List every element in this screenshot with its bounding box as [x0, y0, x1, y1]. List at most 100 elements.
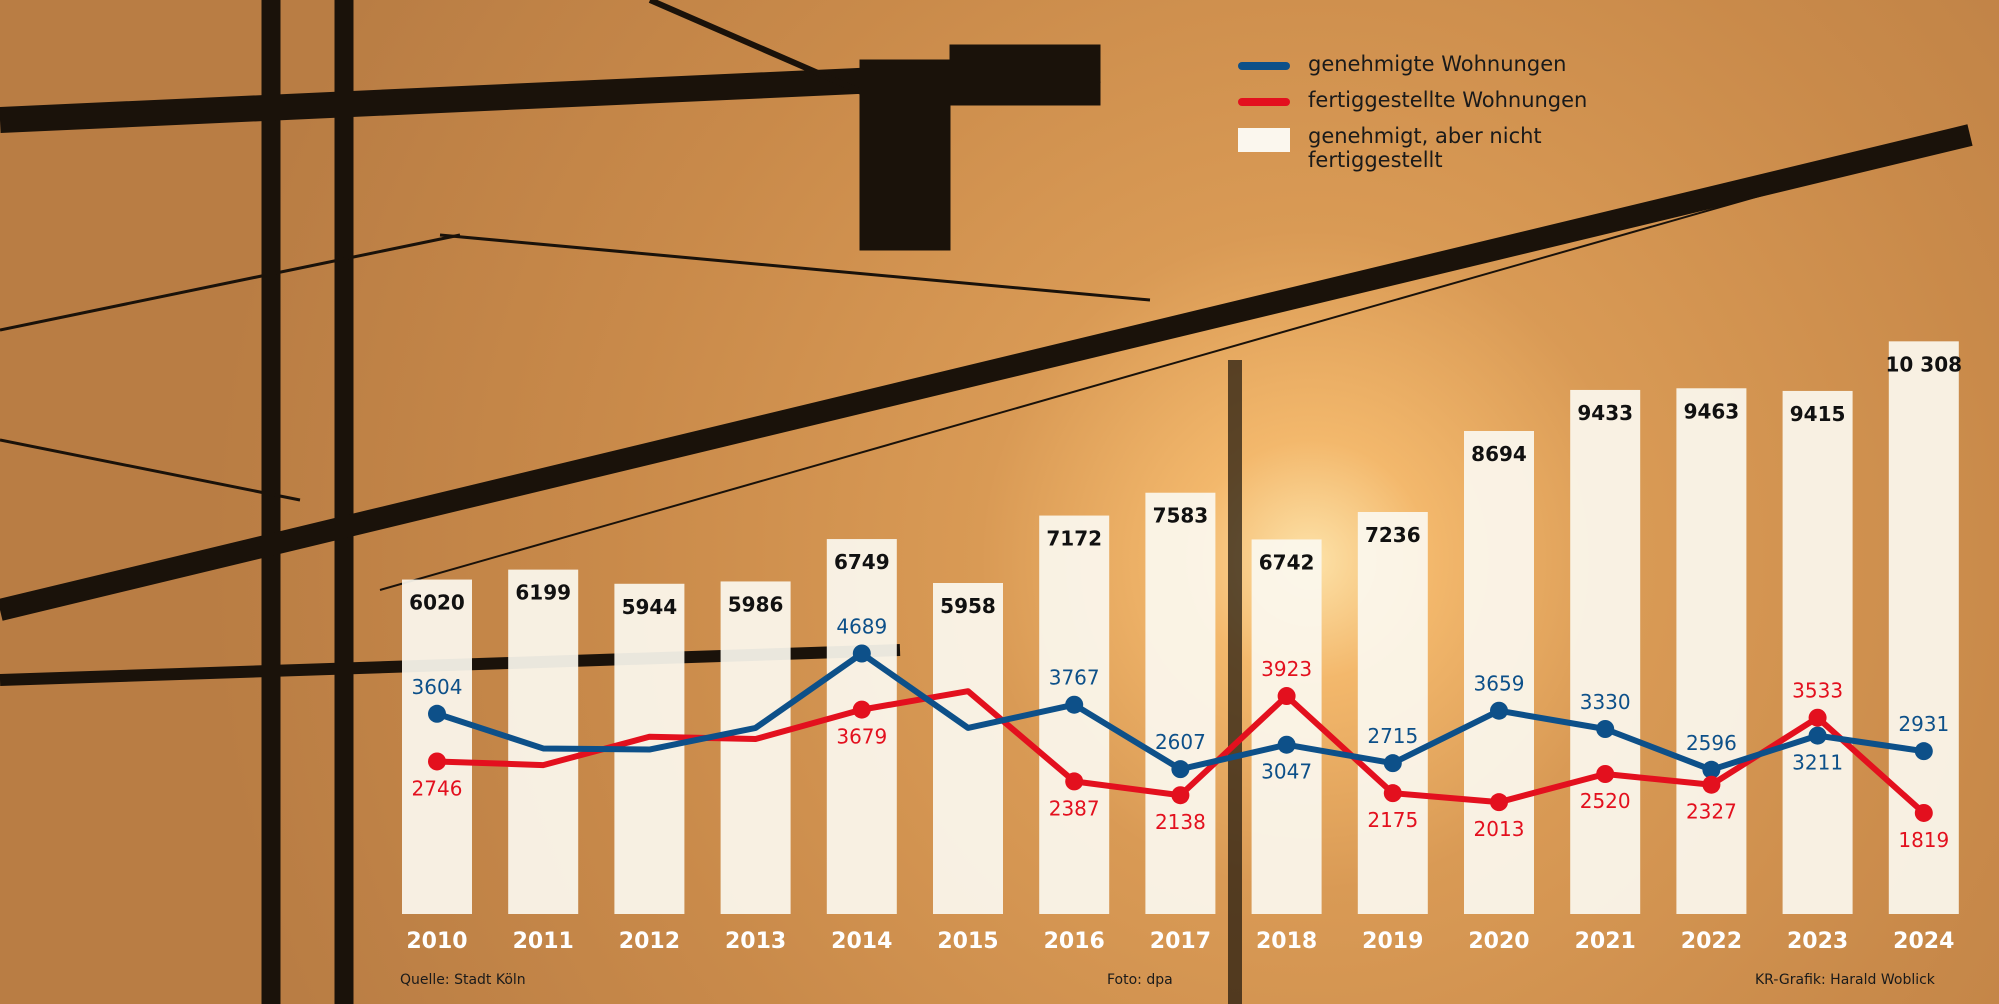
point-approved-2024	[1914, 742, 1933, 761]
bar-label-2022: 9463	[1684, 399, 1740, 423]
point-label-approved-2017: 2607	[1155, 730, 1206, 754]
x-tick-2014: 2014	[831, 929, 892, 954]
x-tick-2023: 2023	[1787, 929, 1848, 954]
bar-2016	[1039, 515, 1110, 914]
x-tick-2010: 2010	[406, 929, 467, 954]
point-completed-2018	[1277, 687, 1296, 706]
bar-2014	[826, 539, 897, 914]
point-label-completed-2020: 2013	[1474, 817, 1525, 841]
point-label-approved-2021: 3330	[1580, 690, 1631, 714]
bar-2021	[1570, 389, 1641, 914]
legend-item-gap: genehmigt, aber nicht fertiggestellt	[1238, 124, 1608, 172]
point-approved-2018	[1277, 735, 1296, 754]
point-completed-2020	[1490, 793, 1508, 812]
bar-2017	[1145, 492, 1216, 914]
point-completed-2010	[428, 752, 446, 771]
legend-swatch-gap	[1238, 128, 1290, 152]
x-tick-2013: 2013	[725, 929, 786, 954]
x-tick-2020: 2020	[1468, 929, 1529, 954]
legend-item-approved: genehmigte Wohnungen	[1238, 52, 1608, 76]
bar-2022	[1676, 388, 1747, 914]
point-label-approved-2022: 2596	[1686, 731, 1737, 755]
bar-label-2018: 6742	[1259, 550, 1315, 574]
point-label-completed-2017: 2138	[1155, 810, 1206, 834]
point-approved-2019	[1383, 754, 1402, 773]
point-completed-2014	[852, 700, 871, 719]
x-tick-2012: 2012	[619, 929, 680, 954]
bar-2010	[402, 579, 472, 914]
graphic-credit: KR-Grafik: Harald Woblick	[1755, 972, 1935, 988]
legend-swatch-completed	[1238, 98, 1290, 106]
bar-label-2017: 7583	[1153, 504, 1209, 528]
source-note: Quelle: Stadt Köln	[400, 972, 526, 988]
point-label-completed-2021: 2520	[1580, 789, 1631, 813]
point-approved-2020	[1490, 701, 1508, 720]
x-tick-2021: 2021	[1575, 929, 1636, 954]
point-label-completed-2024: 1819	[1898, 828, 1949, 852]
point-label-approved-2018: 3047	[1261, 760, 1312, 784]
point-approved-2023	[1808, 726, 1827, 745]
point-approved-2017	[1171, 760, 1190, 779]
legend-item-completed: fertiggestellte Wohnungen	[1238, 88, 1608, 112]
bar-label-2023: 9415	[1790, 402, 1846, 426]
point-label-approved-2019: 2715	[1367, 724, 1418, 748]
point-label-completed-2023: 3533	[1792, 679, 1843, 703]
bar-label-2014: 6749	[834, 550, 890, 574]
bar-label-2010: 6020	[409, 591, 465, 615]
point-completed-2023	[1808, 708, 1827, 727]
point-completed-2021	[1596, 765, 1615, 783]
bar-label-2021: 9433	[1577, 401, 1633, 425]
legend: genehmigte Wohnungen fertiggestellte Woh…	[1238, 52, 1608, 184]
point-completed-2024	[1914, 803, 1933, 822]
photo-credit: Foto: dpa	[1107, 972, 1173, 988]
point-label-completed-2014: 3679	[836, 725, 887, 749]
legend-label-completed: fertiggestellte Wohnungen	[1308, 88, 1588, 112]
point-completed-2019	[1383, 784, 1402, 803]
x-tick-2019: 2019	[1362, 929, 1423, 954]
point-approved-2014	[852, 644, 871, 663]
point-approved-2010	[428, 704, 446, 723]
point-label-approved-2010: 3604	[412, 675, 463, 699]
bar-label-2024: 10 308	[1886, 352, 1963, 376]
point-label-approved-2024: 2931	[1898, 712, 1949, 736]
x-tick-2011: 2011	[513, 929, 574, 954]
legend-swatch-approved	[1238, 62, 1290, 70]
x-tick-2016: 2016	[1044, 929, 1105, 954]
point-approved-2016	[1065, 695, 1084, 714]
bar-label-2015: 5958	[940, 594, 996, 618]
point-label-approved-2020: 3659	[1474, 672, 1525, 696]
point-label-completed-2010: 2746	[412, 776, 463, 800]
legend-label-gap: genehmigt, aber nicht fertiggestellt	[1308, 124, 1542, 172]
bar-2013	[720, 581, 791, 914]
point-completed-2016	[1065, 772, 1084, 791]
bar-label-2012: 5944	[622, 595, 678, 619]
point-label-approved-2023: 3211	[1792, 751, 1843, 775]
legend-label-approved: genehmigte Wohnungen	[1308, 52, 1567, 76]
bar-2019	[1357, 512, 1428, 914]
x-tick-2022: 2022	[1681, 929, 1742, 954]
point-label-approved-2016: 3767	[1049, 666, 1100, 690]
bar-2018	[1251, 539, 1322, 914]
point-label-approved-2014: 4689	[836, 615, 887, 639]
x-tick-2015: 2015	[937, 929, 998, 954]
bar-label-2020: 8694	[1471, 442, 1527, 466]
bar-label-2011: 6199	[515, 581, 571, 605]
point-approved-2022	[1702, 760, 1721, 779]
x-tick-2024: 2024	[1893, 929, 1954, 954]
point-label-completed-2019: 2175	[1367, 808, 1418, 832]
bar-label-2019: 7236	[1365, 523, 1421, 547]
bar-2023	[1782, 390, 1853, 914]
point-label-completed-2016: 2387	[1049, 796, 1100, 820]
point-label-completed-2022: 2327	[1686, 800, 1737, 824]
x-tick-2017: 2017	[1150, 929, 1211, 954]
x-tick-2018: 2018	[1256, 929, 1317, 954]
bar-label-2016: 7172	[1046, 527, 1102, 551]
bar-2015	[933, 583, 1003, 914]
point-label-completed-2018: 3923	[1261, 657, 1312, 681]
bar-label-2013: 5986	[728, 592, 784, 616]
bar-2020	[1464, 431, 1534, 914]
point-approved-2021	[1596, 720, 1615, 738]
